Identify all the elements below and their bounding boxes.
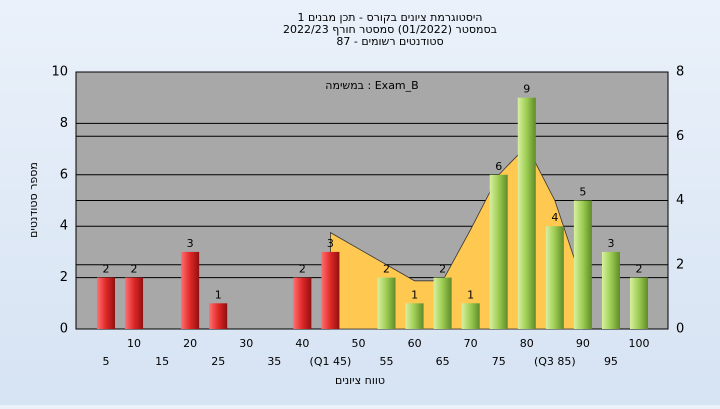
y-tick-label: 2 <box>60 270 68 285</box>
value-label: 1 <box>411 288 418 301</box>
y-tick-label: 8 <box>60 116 68 131</box>
x-axis-label: טווח ציונים <box>335 374 385 387</box>
bar <box>405 303 424 329</box>
x-tick-label: 50 <box>351 337 365 350</box>
x-tick-label: (Q3 85) <box>534 355 576 368</box>
y2-tick-label: 4 <box>676 193 684 208</box>
value-label: 3 <box>187 237 194 250</box>
value-label: 2 <box>636 263 643 276</box>
value-label: 2 <box>439 263 446 276</box>
bar <box>293 277 312 329</box>
value-label: 3 <box>327 237 334 250</box>
bar <box>377 277 396 329</box>
bar <box>517 97 536 329</box>
x-tick-label: 75 <box>492 355 506 368</box>
x-tick-label: 25 <box>211 355 225 368</box>
y2-tick-label: 2 <box>676 257 684 272</box>
x-tick-label: 80 <box>520 337 534 350</box>
x-tick-label: (Q1 45) <box>310 355 352 368</box>
x-tick-label: 100 <box>629 337 650 350</box>
x-tick-label: 65 <box>436 355 450 368</box>
x-tick-label: 40 <box>295 337 309 350</box>
value-label: 9 <box>523 83 530 96</box>
value-label: 1 <box>215 288 222 301</box>
bar <box>489 174 508 329</box>
x-tick-label: 35 <box>267 355 281 368</box>
y2-tick-label: 8 <box>676 65 684 80</box>
title: סטודנטים רשומים - 87 <box>336 35 443 48</box>
value-label: 6 <box>495 160 502 173</box>
bar <box>97 277 115 329</box>
x-tick-label: 70 <box>464 337 478 350</box>
bar <box>209 303 228 329</box>
y-axis-label: מספר סטודנטים <box>27 162 40 238</box>
bar <box>573 200 592 329</box>
value-label: 4 <box>551 211 558 224</box>
value-label: 5 <box>579 186 586 199</box>
y-tick-label: 6 <box>60 167 68 182</box>
x-tick-label: 20 <box>183 337 197 350</box>
value-label: 3 <box>607 237 614 250</box>
bar <box>545 226 564 329</box>
x-tick-label: 60 <box>408 337 422 350</box>
bar <box>630 277 648 329</box>
x-tick-label: 10 <box>127 337 141 350</box>
bar <box>321 251 340 329</box>
title: היסטוגרמת ציונים בקורס - תכן מבנים 1 <box>298 11 483 24</box>
value-label: 2 <box>131 263 138 276</box>
bar <box>181 251 200 329</box>
bar <box>601 251 620 329</box>
y2-tick-label: 0 <box>676 322 684 337</box>
y-tick-label: 0 <box>60 322 68 337</box>
x-tick-label: 55 <box>380 355 394 368</box>
x-tick-label: 90 <box>576 337 590 350</box>
value-label: 2 <box>299 263 306 276</box>
bar <box>461 303 480 329</box>
bar <box>433 277 452 329</box>
value-label: 1 <box>467 288 474 301</box>
value-label: 2 <box>103 263 110 276</box>
bar <box>125 277 144 329</box>
y-tick-label: 4 <box>60 219 68 234</box>
value-label: 2 <box>383 263 390 276</box>
x-tick-label: 95 <box>604 355 618 368</box>
y2-tick-label: 6 <box>676 129 684 144</box>
title: בסמסטר (01/2022) סמסטר חורף 2022/23 <box>283 23 497 36</box>
x-tick-label: 30 <box>239 337 253 350</box>
x-tick-label: 15 <box>155 355 169 368</box>
y-tick-label: 10 <box>51 65 68 80</box>
x-tick-label: 5 <box>103 355 110 368</box>
annotation: במשימה : Exam_B <box>325 79 418 92</box>
